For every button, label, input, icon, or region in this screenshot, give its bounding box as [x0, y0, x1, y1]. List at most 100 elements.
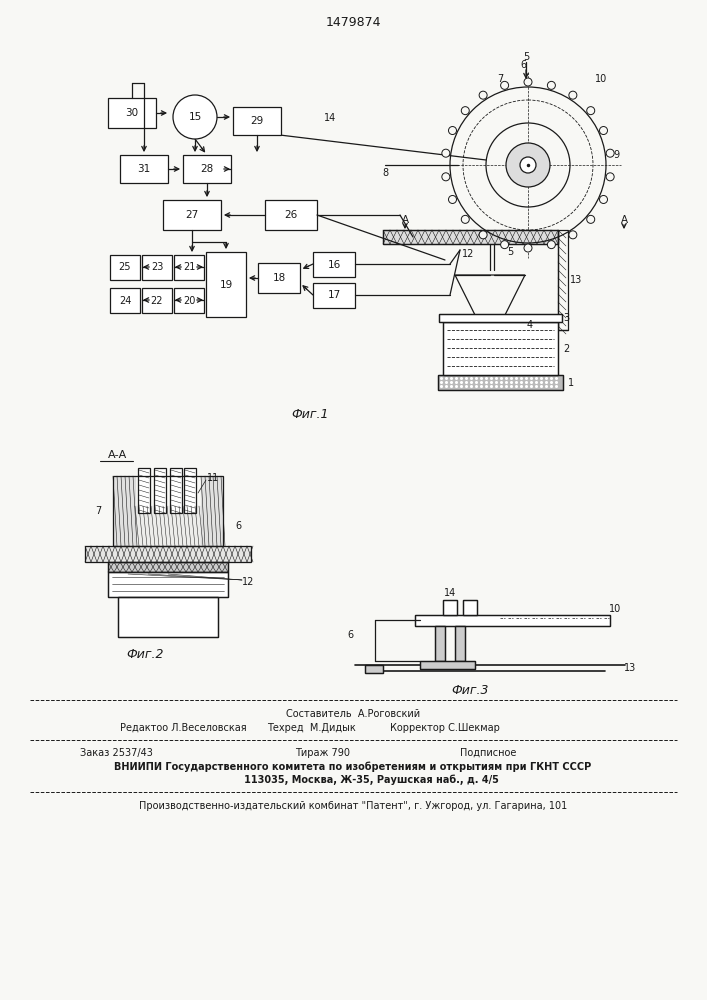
Circle shape [479, 91, 487, 99]
Text: Фиг.2: Фиг.2 [127, 648, 164, 662]
Circle shape [448, 127, 457, 135]
Text: Корректор С.Шекмар: Корректор С.Шекмар [390, 723, 500, 733]
Text: 11: 11 [207, 473, 219, 483]
Bar [439, 314, 562, 322]
Bar [435, 626, 445, 661]
Circle shape [600, 127, 607, 135]
Circle shape [461, 107, 469, 115]
Text: 14: 14 [324, 113, 336, 123]
Circle shape [587, 215, 595, 223]
Bar [443, 322, 558, 375]
Circle shape [587, 107, 595, 115]
Circle shape [448, 195, 457, 203]
Text: 18: 18 [272, 273, 286, 283]
Bar [108, 572, 228, 597]
Text: 10: 10 [595, 74, 607, 84]
Circle shape [547, 241, 556, 249]
Text: 26: 26 [284, 210, 298, 220]
Text: 113035, Москва, Ж-35, Раушская наб., д. 4/5: 113035, Москва, Ж-35, Раушская наб., д. … [207, 775, 499, 785]
Text: ВНИИПИ Государственного комитета по изобретениям и открытиям при ГКНТ СССР: ВНИИПИ Государственного комитета по изоб… [115, 762, 592, 772]
Text: Производственно-издательский комбинат "Патент", г. Ужгород, ул. Гагарина, 101: Производственно-издательский комбинат "П… [139, 801, 567, 811]
Bar [142, 288, 172, 313]
Text: Техред  М.Дидык: Техред М.Дидык [267, 723, 356, 733]
Text: 12: 12 [462, 249, 474, 259]
Circle shape [569, 231, 577, 239]
Circle shape [442, 149, 450, 157]
Text: 22: 22 [151, 296, 163, 306]
Circle shape [442, 173, 450, 181]
Text: Подписное: Подписное [460, 748, 516, 758]
Text: 25: 25 [119, 262, 132, 272]
Text: 24: 24 [119, 296, 132, 306]
Circle shape [569, 91, 577, 99]
Bar [138, 468, 150, 513]
Bar [118, 597, 218, 637]
Text: А-А: А-А [108, 450, 127, 460]
Bar [206, 252, 246, 317]
Text: 21: 21 [183, 262, 195, 272]
Bar [110, 255, 140, 280]
Text: 10: 10 [609, 604, 621, 614]
Bar [443, 600, 457, 615]
Bar [439, 314, 562, 322]
Text: 1: 1 [568, 377, 574, 387]
Bar [174, 255, 204, 280]
Bar [184, 468, 196, 513]
Bar [415, 615, 610, 626]
Bar [265, 200, 317, 230]
Circle shape [524, 244, 532, 252]
Text: 8: 8 [382, 168, 388, 178]
Text: 23: 23 [151, 262, 163, 272]
Bar [365, 665, 383, 673]
Bar [383, 230, 558, 244]
Bar [313, 283, 355, 308]
Circle shape [506, 143, 550, 187]
Circle shape [173, 95, 217, 139]
Text: Редактоо Л.Веселовская: Редактоо Л.Веселовская [120, 723, 247, 733]
Bar [438, 375, 563, 390]
Bar [120, 155, 168, 183]
Bar [163, 200, 221, 230]
Bar [420, 661, 475, 669]
Bar [108, 572, 228, 597]
Bar [435, 626, 445, 661]
Bar [174, 288, 204, 313]
Text: 5: 5 [507, 247, 513, 257]
Text: 27: 27 [185, 210, 199, 220]
Bar [455, 626, 465, 661]
Text: 19: 19 [219, 279, 233, 290]
Text: 31: 31 [137, 164, 151, 174]
Bar [108, 562, 228, 572]
Text: Заказ 2537/43: Заказ 2537/43 [80, 748, 153, 758]
Text: 6: 6 [235, 521, 241, 531]
Text: Фиг.3: Фиг.3 [451, 684, 489, 696]
Text: 13: 13 [570, 275, 582, 285]
Bar [110, 288, 140, 313]
Text: 12: 12 [242, 577, 255, 587]
Circle shape [501, 241, 508, 249]
Bar [383, 230, 558, 244]
Circle shape [600, 195, 607, 203]
Bar [113, 476, 223, 546]
Bar [438, 375, 563, 390]
Text: Фиг.1: Фиг.1 [291, 408, 329, 422]
Text: 6: 6 [347, 630, 353, 640]
Text: 16: 16 [327, 259, 341, 269]
Circle shape [606, 173, 614, 181]
Text: 17: 17 [327, 290, 341, 300]
Text: A: A [621, 215, 628, 225]
Text: Составитель  А.Роговский: Составитель А.Роговский [286, 709, 420, 719]
Bar [415, 615, 610, 626]
Bar [313, 252, 355, 277]
Text: 7: 7 [95, 506, 101, 516]
Circle shape [501, 81, 508, 89]
Text: 28: 28 [200, 164, 214, 174]
Bar [118, 597, 218, 637]
Text: 13: 13 [624, 663, 636, 673]
Bar [420, 661, 475, 669]
Bar [558, 230, 568, 330]
Text: 9: 9 [613, 150, 619, 160]
Text: 7: 7 [497, 74, 503, 84]
Circle shape [524, 78, 532, 86]
Bar [455, 626, 465, 661]
